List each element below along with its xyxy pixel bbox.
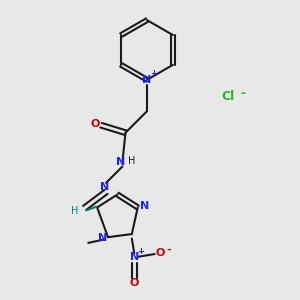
Text: O: O	[156, 248, 165, 259]
Text: H: H	[128, 156, 136, 166]
Text: N: N	[130, 252, 139, 262]
Text: H: H	[71, 206, 79, 216]
Text: Cl: Cl	[221, 90, 234, 103]
Text: N: N	[98, 233, 107, 243]
Text: -: -	[166, 245, 171, 255]
Text: O: O	[130, 278, 139, 288]
Text: N: N	[100, 182, 110, 192]
Text: N: N	[142, 75, 152, 85]
Text: N: N	[140, 201, 149, 211]
Text: +: +	[150, 69, 157, 78]
Text: +: +	[137, 248, 144, 256]
Text: -: -	[241, 87, 246, 101]
Text: O: O	[90, 119, 100, 129]
Text: N: N	[116, 157, 125, 166]
